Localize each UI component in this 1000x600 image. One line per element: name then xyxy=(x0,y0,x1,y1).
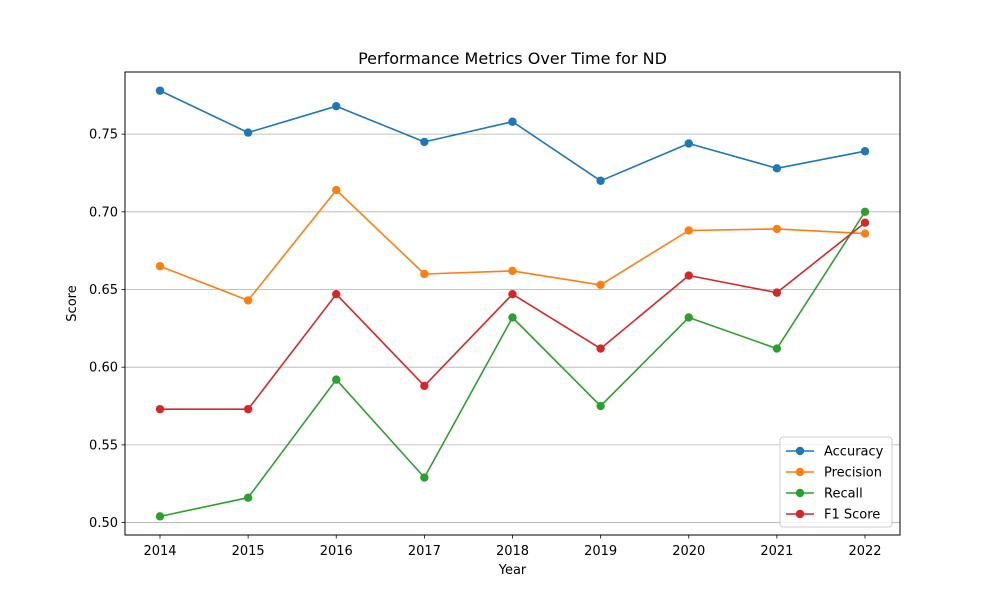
legend-swatch-marker xyxy=(795,446,805,456)
legend: Accuracy Precision Recall F1 Score xyxy=(779,436,893,528)
x-tick-label: 2018 xyxy=(496,544,529,559)
legend-frame xyxy=(779,436,893,528)
data-point xyxy=(772,288,782,297)
grid-lines xyxy=(125,133,900,523)
data-point xyxy=(243,404,253,414)
legend-label: Precision xyxy=(824,466,882,481)
data-point xyxy=(243,128,253,137)
y-tick-label: 0.75 xyxy=(89,128,118,143)
data-point xyxy=(155,404,165,414)
data-point xyxy=(155,262,165,271)
legend-item: Precision xyxy=(786,466,882,481)
x-tick-label: 2016 xyxy=(320,544,353,559)
data-point xyxy=(332,375,341,384)
data-point xyxy=(860,207,870,217)
x-tick-label: 2022 xyxy=(848,544,881,559)
data-point xyxy=(860,229,870,238)
legend-label: F1 Score xyxy=(824,508,880,523)
data-point xyxy=(243,493,253,502)
data-point xyxy=(772,344,782,353)
data-point xyxy=(420,269,429,279)
data-point xyxy=(332,289,341,299)
legend-swatch-marker xyxy=(795,467,805,477)
series-f1-score xyxy=(155,218,870,414)
data-point xyxy=(420,381,429,391)
chart-title: Performance Metrics Over Time for ND xyxy=(358,49,667,68)
data-point xyxy=(596,176,605,185)
data-point xyxy=(508,117,517,126)
y-axis-title: Score xyxy=(65,285,80,321)
data-point xyxy=(420,473,429,482)
data-point xyxy=(596,280,605,290)
legend-item: Accuracy xyxy=(786,445,884,460)
data-point xyxy=(860,218,870,227)
y-tick-label: 0.60 xyxy=(89,361,118,376)
legend-item: F1 Score xyxy=(786,508,880,523)
legend-swatch-marker xyxy=(795,509,805,519)
data-point xyxy=(772,164,782,173)
data-point xyxy=(860,147,870,156)
data-point xyxy=(596,401,605,411)
y-tick-label: 0.55 xyxy=(89,438,118,453)
x-tick-label: 2014 xyxy=(143,544,176,559)
data-point xyxy=(243,296,253,305)
data-point xyxy=(420,137,429,147)
legend-swatch-marker xyxy=(795,488,805,498)
data-point xyxy=(508,266,517,276)
x-tick-label: 2021 xyxy=(760,544,793,559)
data-point xyxy=(155,512,165,521)
legend-label: Accuracy xyxy=(824,445,884,460)
data-point xyxy=(332,185,341,195)
y-tick-label: 0.50 xyxy=(89,516,118,531)
data-point xyxy=(684,139,693,148)
legend-label: Recall xyxy=(824,487,863,502)
series-accuracy xyxy=(155,86,870,185)
data-point xyxy=(508,289,517,299)
data-point xyxy=(155,86,165,95)
data-point xyxy=(684,271,693,280)
data-point xyxy=(684,313,693,322)
x-axis: 2014 2015 2016 2017 2018 2019 2020 2021 2022 xyxy=(143,535,882,559)
x-tick-label: 2015 xyxy=(232,544,265,559)
x-tick-label: 2019 xyxy=(584,544,617,559)
y-axis: 0.50 0.55 0.60 0.65 0.70 0.75 xyxy=(89,128,125,531)
data-point xyxy=(508,313,517,322)
y-tick-label: 0.70 xyxy=(89,205,118,220)
data-point xyxy=(772,224,782,234)
series-layer xyxy=(155,86,870,521)
x-axis-title: Year xyxy=(498,563,527,578)
series-recall xyxy=(155,207,870,521)
x-tick-label: 2020 xyxy=(672,544,705,559)
series-precision xyxy=(155,185,870,305)
data-point xyxy=(332,101,341,111)
data-point xyxy=(596,344,605,353)
y-tick-label: 0.65 xyxy=(89,283,118,298)
data-point xyxy=(684,226,693,235)
legend-item: Recall xyxy=(786,487,863,502)
x-tick-label: 2017 xyxy=(408,544,441,559)
